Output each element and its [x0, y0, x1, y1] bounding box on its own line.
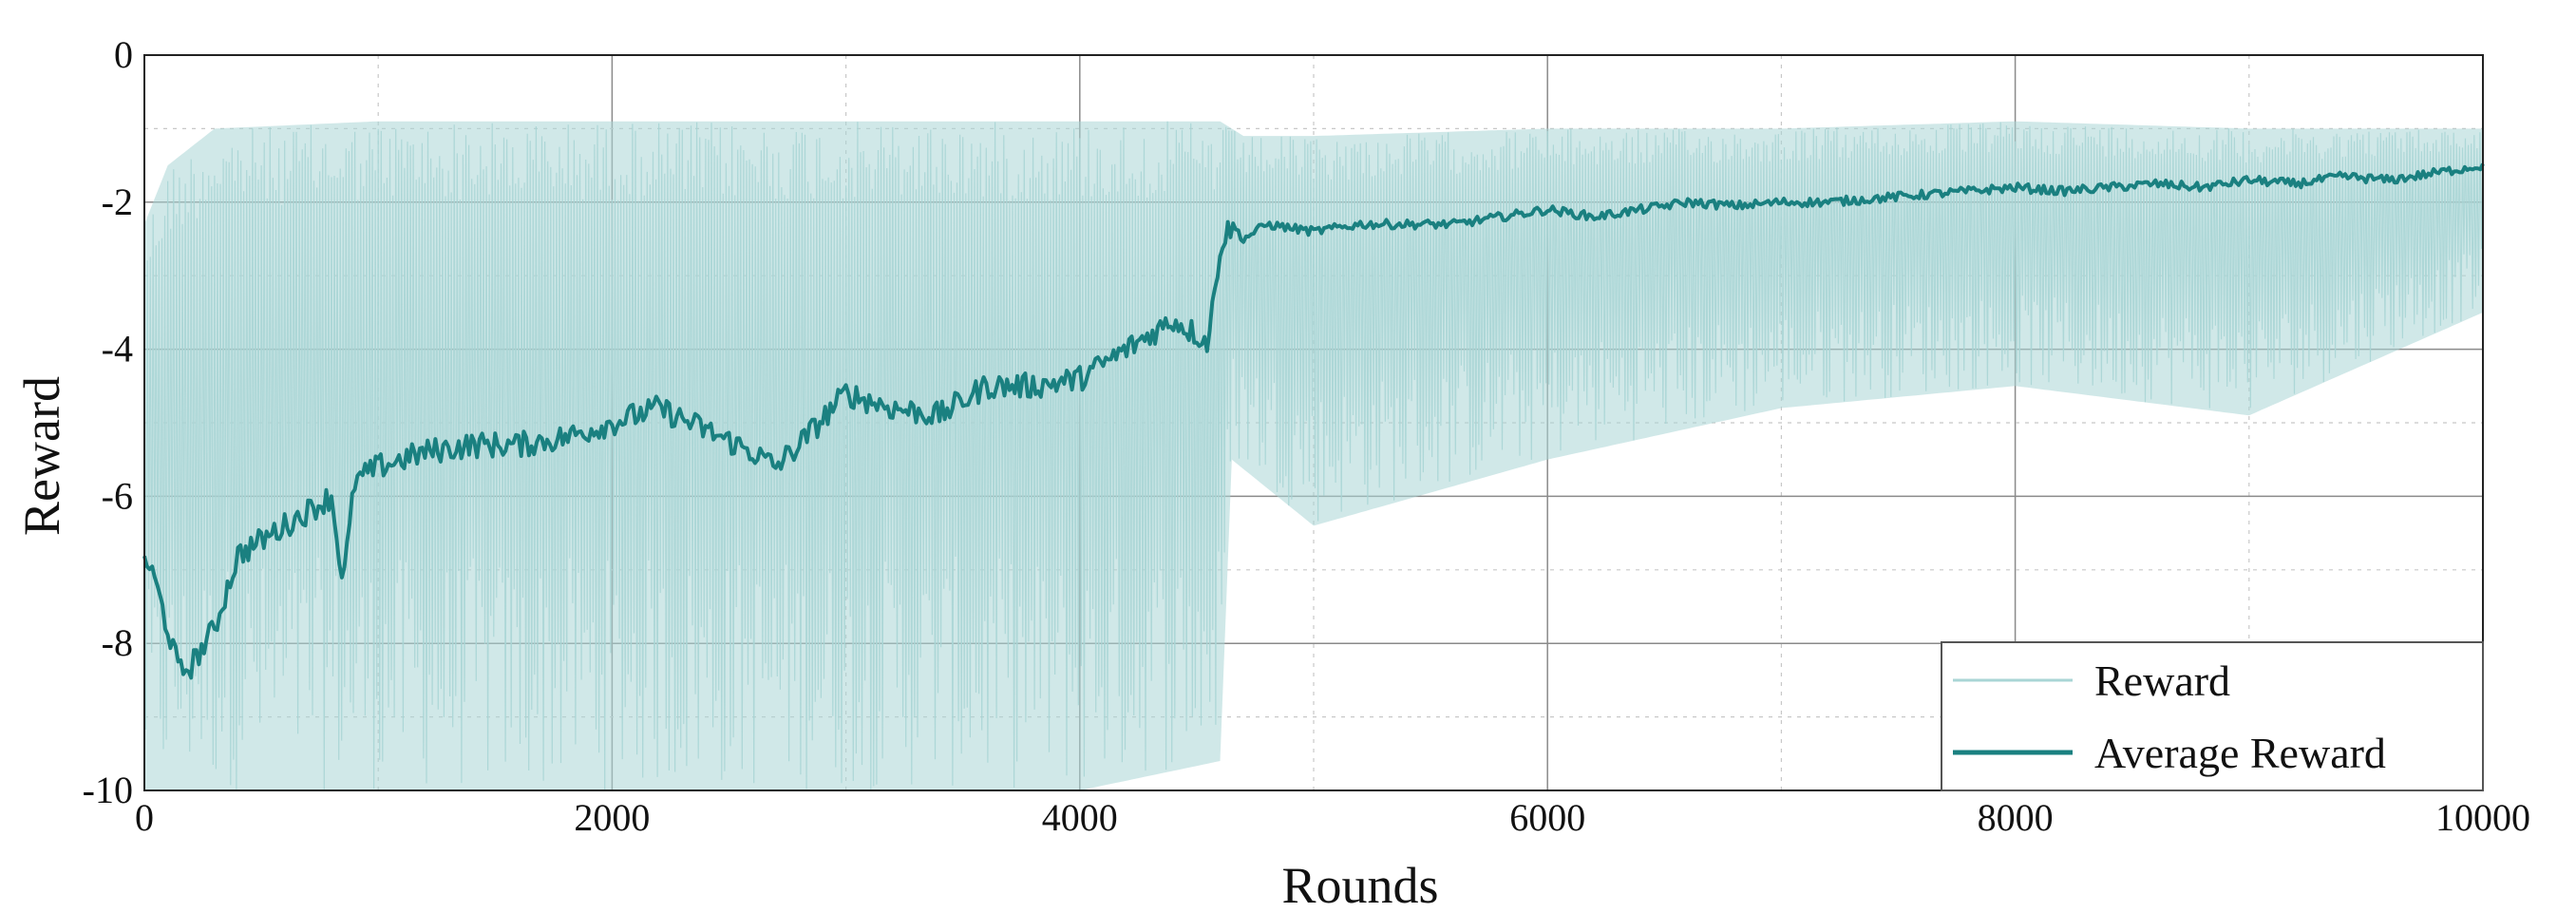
x-tick-label: 10000 — [2435, 796, 2530, 839]
plot-frame — [143, 54, 2484, 791]
y-tick-label: -8 — [102, 621, 133, 664]
x-tick-label: 8000 — [1978, 796, 2054, 839]
legend-box — [1941, 641, 2484, 791]
x-tick-label: 6000 — [1509, 796, 1585, 839]
legend: Reward Average Reward — [1941, 641, 2484, 791]
y-tick-label: -10 — [83, 769, 133, 811]
x-tick-label: 2000 — [574, 796, 650, 839]
y-tick-label: -2 — [102, 181, 133, 223]
y-tick-label: 0 — [114, 33, 133, 76]
x-tick-label: 4000 — [1042, 796, 1118, 839]
y-tick-label: -4 — [102, 328, 133, 371]
series-layer — [142, 121, 2485, 790]
y-axis-title: Reward — [13, 376, 70, 536]
y-tick-label: -6 — [102, 474, 133, 517]
legend-label-reward: Reward — [2094, 656, 2230, 705]
legend-label-average-reward: Average Reward — [2094, 729, 2386, 777]
x-axis-title: Rounds — [1281, 857, 1438, 913]
series-average-reward-line — [142, 162, 2485, 680]
x-tick-label: 0 — [135, 796, 154, 839]
tick-labels: 0 2000 4000 6000 8000 10000 0 -2 -4 -6 -8 -10 — [83, 33, 2530, 839]
series-reward-line — [143, 121, 2484, 789]
